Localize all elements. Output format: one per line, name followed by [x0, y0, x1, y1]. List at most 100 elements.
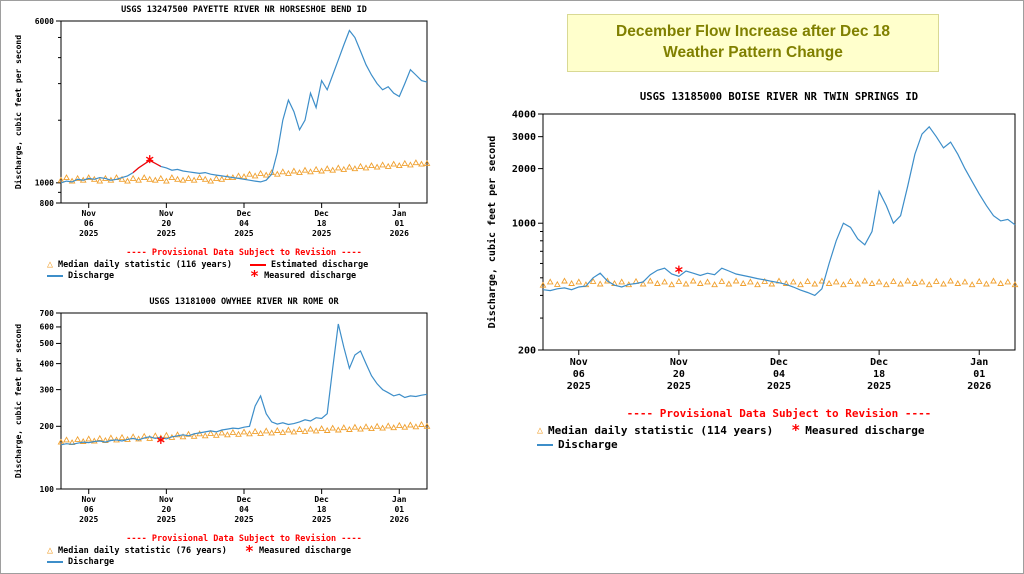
chart-legend: △ Median daily statistic (76 years) * Measu… [47, 541, 351, 567]
svg-text:200: 200 [40, 422, 55, 431]
chart-plot-owyhee: 100200300400500600700Nov062025Nov202025D… [13, 309, 431, 524]
legend-label: Discharge [68, 557, 115, 567]
chart-plot-boise: 2001000200030004000Nov062025Nov202025Dec… [486, 110, 1019, 392]
svg-text:4000: 4000 [512, 110, 536, 121]
chart-payette-river: USGS 13247500 PAYETTE RIVER NR HORSESHOE… [9, 5, 433, 283]
legend-item: Discharge [47, 557, 227, 567]
chart-boise-river: USGS 13185000 BOISE RIVER NR TWIN SPRING… [479, 91, 1023, 451]
svg-text:2025: 2025 [234, 229, 253, 238]
chart-owyhee-river: USGS 13181000 OWYHEE RIVER NR ROME OR 10… [9, 297, 433, 567]
svg-text:Nov: Nov [82, 495, 97, 504]
svg-text:Discharge, cubic feet per seco: Discharge, cubic feet per second [486, 136, 498, 329]
legend-label: Discharge [558, 438, 618, 451]
svg-text:Dec: Dec [314, 209, 329, 218]
callout-line-1: December Flow Increase after Dec 18 [616, 23, 890, 40]
callout-line-2: Weather Pattern Change [663, 43, 843, 61]
provisional-notice: ---- Provisional Data Subject to Revisio… [126, 534, 362, 544]
legend-item: * Measured discharge [244, 541, 351, 560]
svg-text:2026: 2026 [390, 515, 409, 524]
svg-text:2025: 2025 [312, 229, 331, 238]
svg-text:06: 06 [573, 369, 585, 380]
legend-item: △ Median daily statistic (116 years) [47, 260, 233, 271]
svg-text:Nov: Nov [570, 357, 588, 368]
svg-text:200: 200 [518, 346, 536, 357]
chart-title: USGS 13181000 OWYHEE RIVER NR ROME OR [149, 297, 339, 307]
legend-label: Discharge [68, 271, 115, 281]
line-marker-icon [47, 561, 63, 563]
legend-item: △ Median daily statistic (76 years) [47, 545, 227, 557]
svg-text:06: 06 [84, 505, 94, 514]
chart-title: USGS 13185000 BOISE RIVER NR TWIN SPRING… [639, 91, 919, 103]
line-marker-icon [47, 275, 63, 277]
svg-text:1000: 1000 [35, 179, 54, 188]
legend-item: * Measured discharge [791, 421, 925, 439]
svg-text:Nov: Nov [159, 495, 174, 504]
svg-text:700: 700 [40, 309, 55, 318]
svg-text:2026: 2026 [390, 229, 409, 238]
triangle-marker-icon: △ [537, 424, 544, 436]
chart-title: USGS 13247500 PAYETTE RIVER NR HORSESHOE… [121, 5, 367, 15]
legend-label: Median daily statistic (116 years) [58, 260, 233, 270]
triangle-marker-icon: △ [47, 545, 54, 556]
svg-text:04: 04 [239, 219, 249, 228]
svg-text:01: 01 [394, 219, 404, 228]
svg-text:Dec: Dec [870, 357, 888, 368]
svg-text:20: 20 [162, 505, 172, 514]
callout-title-box: December Flow Increase after Dec 18 Weat… [567, 14, 939, 72]
svg-text:2025: 2025 [157, 515, 176, 524]
svg-text:06: 06 [84, 219, 94, 228]
svg-text:04: 04 [773, 369, 785, 380]
chart-legend: △ Median daily statistic (114 years) * Meas… [537, 421, 925, 451]
svg-text:18: 18 [317, 219, 327, 228]
provisional-notice: ---- Provisional Data Subject to Revisio… [626, 407, 932, 420]
svg-text:20: 20 [673, 369, 685, 380]
svg-text:2025: 2025 [867, 381, 891, 392]
legend-item: * Measured discharge [250, 268, 368, 283]
svg-text:Jan: Jan [392, 209, 407, 218]
svg-text:04: 04 [239, 505, 249, 514]
svg-text:2026: 2026 [967, 381, 991, 392]
svg-text:Dec: Dec [237, 495, 252, 504]
svg-text:01: 01 [973, 369, 985, 380]
svg-text:Jan: Jan [970, 357, 988, 368]
svg-text:Dec: Dec [237, 209, 252, 218]
provisional-notice: ---- Provisional Data Subject to Revisio… [126, 248, 362, 258]
legend-item: △ Median daily statistic (114 years) [537, 424, 773, 437]
svg-text:800: 800 [40, 199, 55, 208]
svg-text:300: 300 [40, 385, 55, 394]
svg-text:2025: 2025 [667, 381, 691, 392]
legend-item: Estimated discharge [250, 260, 368, 270]
svg-text:Jan: Jan [392, 495, 407, 504]
svg-text:500: 500 [40, 339, 55, 348]
asterisk-marker-icon: * [244, 541, 254, 560]
legend-item: Discharge [47, 271, 232, 281]
svg-text:Discharge, cubic feet per seco: Discharge, cubic feet per second [13, 35, 23, 189]
svg-text:400: 400 [40, 359, 55, 368]
legend-label: Estimated discharge [271, 260, 369, 270]
svg-text:Discharge, cubic feet per seco: Discharge, cubic feet per second [13, 324, 23, 478]
asterisk-marker-icon: * [791, 421, 801, 439]
svg-text:2000: 2000 [512, 164, 536, 175]
legend-label: Median daily statistic (76 years) [58, 546, 227, 556]
line-marker-icon [537, 443, 553, 446]
chart-plot-payette: 80010006000Nov062025Nov202025Dec042025De… [13, 17, 431, 238]
svg-text:18: 18 [317, 505, 327, 514]
legend-label: Measured discharge [805, 424, 925, 437]
svg-text:20: 20 [162, 219, 172, 228]
svg-text:600: 600 [40, 323, 55, 332]
svg-text:2025: 2025 [567, 381, 591, 392]
legend-label: Measured discharge [264, 271, 357, 281]
svg-text:01: 01 [394, 505, 404, 514]
svg-text:2025: 2025 [234, 515, 253, 524]
svg-text:2025: 2025 [312, 515, 331, 524]
svg-text:2025: 2025 [157, 229, 176, 238]
svg-text:2025: 2025 [79, 515, 98, 524]
svg-text:Nov: Nov [159, 209, 174, 218]
svg-text:18: 18 [873, 369, 885, 380]
svg-text:6000: 6000 [35, 17, 54, 26]
svg-text:Nov: Nov [670, 357, 688, 368]
svg-text:3000: 3000 [512, 132, 536, 143]
svg-text:100: 100 [40, 485, 55, 494]
svg-text:1000: 1000 [512, 219, 536, 230]
